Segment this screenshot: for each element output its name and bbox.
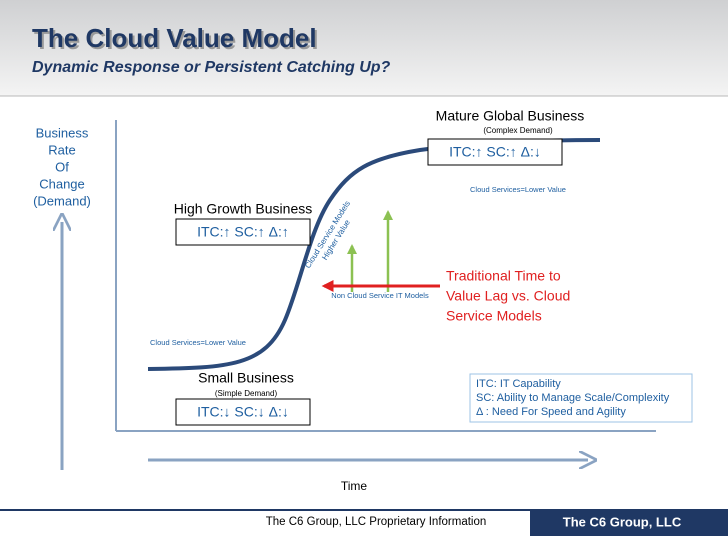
stage-demand: (Complex Demand): [483, 126, 553, 135]
legend-item: ITC: IT Capability: [476, 378, 561, 390]
stage-demand: (Simple Demand): [215, 389, 278, 398]
note: Cloud Services=Lower Value: [150, 338, 246, 347]
indicators: ITC:↓ SC:↓ Δ:↓: [197, 404, 289, 420]
legend-box: [469, 373, 693, 423]
title: The Cloud Value Model: [32, 23, 317, 53]
brand-block: [530, 511, 728, 536]
header-band: [0, 0, 728, 96]
y-label-line: (Demand): [33, 193, 91, 208]
y-label-line: Business: [36, 125, 89, 140]
indicators: ITC:↑ SC:↑ Δ:↓: [449, 144, 541, 160]
subtitle: Dynamic Response or Persistent Catching …: [32, 59, 391, 76]
y-label-line: Of: [55, 159, 69, 174]
stage-label: Small Business: [198, 370, 294, 386]
note: Cloud Services=Lower Value: [470, 185, 566, 194]
x-label: Time: [341, 479, 368, 493]
y-label-line: Change: [39, 176, 85, 191]
footer-brand: The C6 Group, LLC: [563, 514, 682, 529]
indicator-box: [175, 398, 311, 426]
indicator-box: [175, 218, 311, 246]
lag-text: Traditional Time to: [446, 268, 561, 284]
lag-text: Service Models: [446, 308, 542, 324]
footer-notice: The C6 Group, LLC Proprietary Informatio…: [266, 516, 487, 528]
lag-text: Value Lag vs. Cloud: [446, 288, 570, 304]
note: Non Cloud Service IT Models: [331, 291, 429, 300]
y-label-line: Rate: [48, 142, 75, 157]
legend-item: SC: Ability to Manage Scale/Complexity: [476, 392, 670, 404]
indicator-box: [427, 138, 563, 166]
title-shadow: The Cloud Value Model: [34, 25, 319, 55]
stage-label: High Growth Business: [174, 201, 313, 217]
indicators: ITC:↑ SC:↑ Δ:↑: [197, 224, 289, 240]
stage-label: Mature Global Business: [436, 108, 585, 124]
legend-item: Δ : Need For Speed and Agility: [476, 406, 626, 418]
